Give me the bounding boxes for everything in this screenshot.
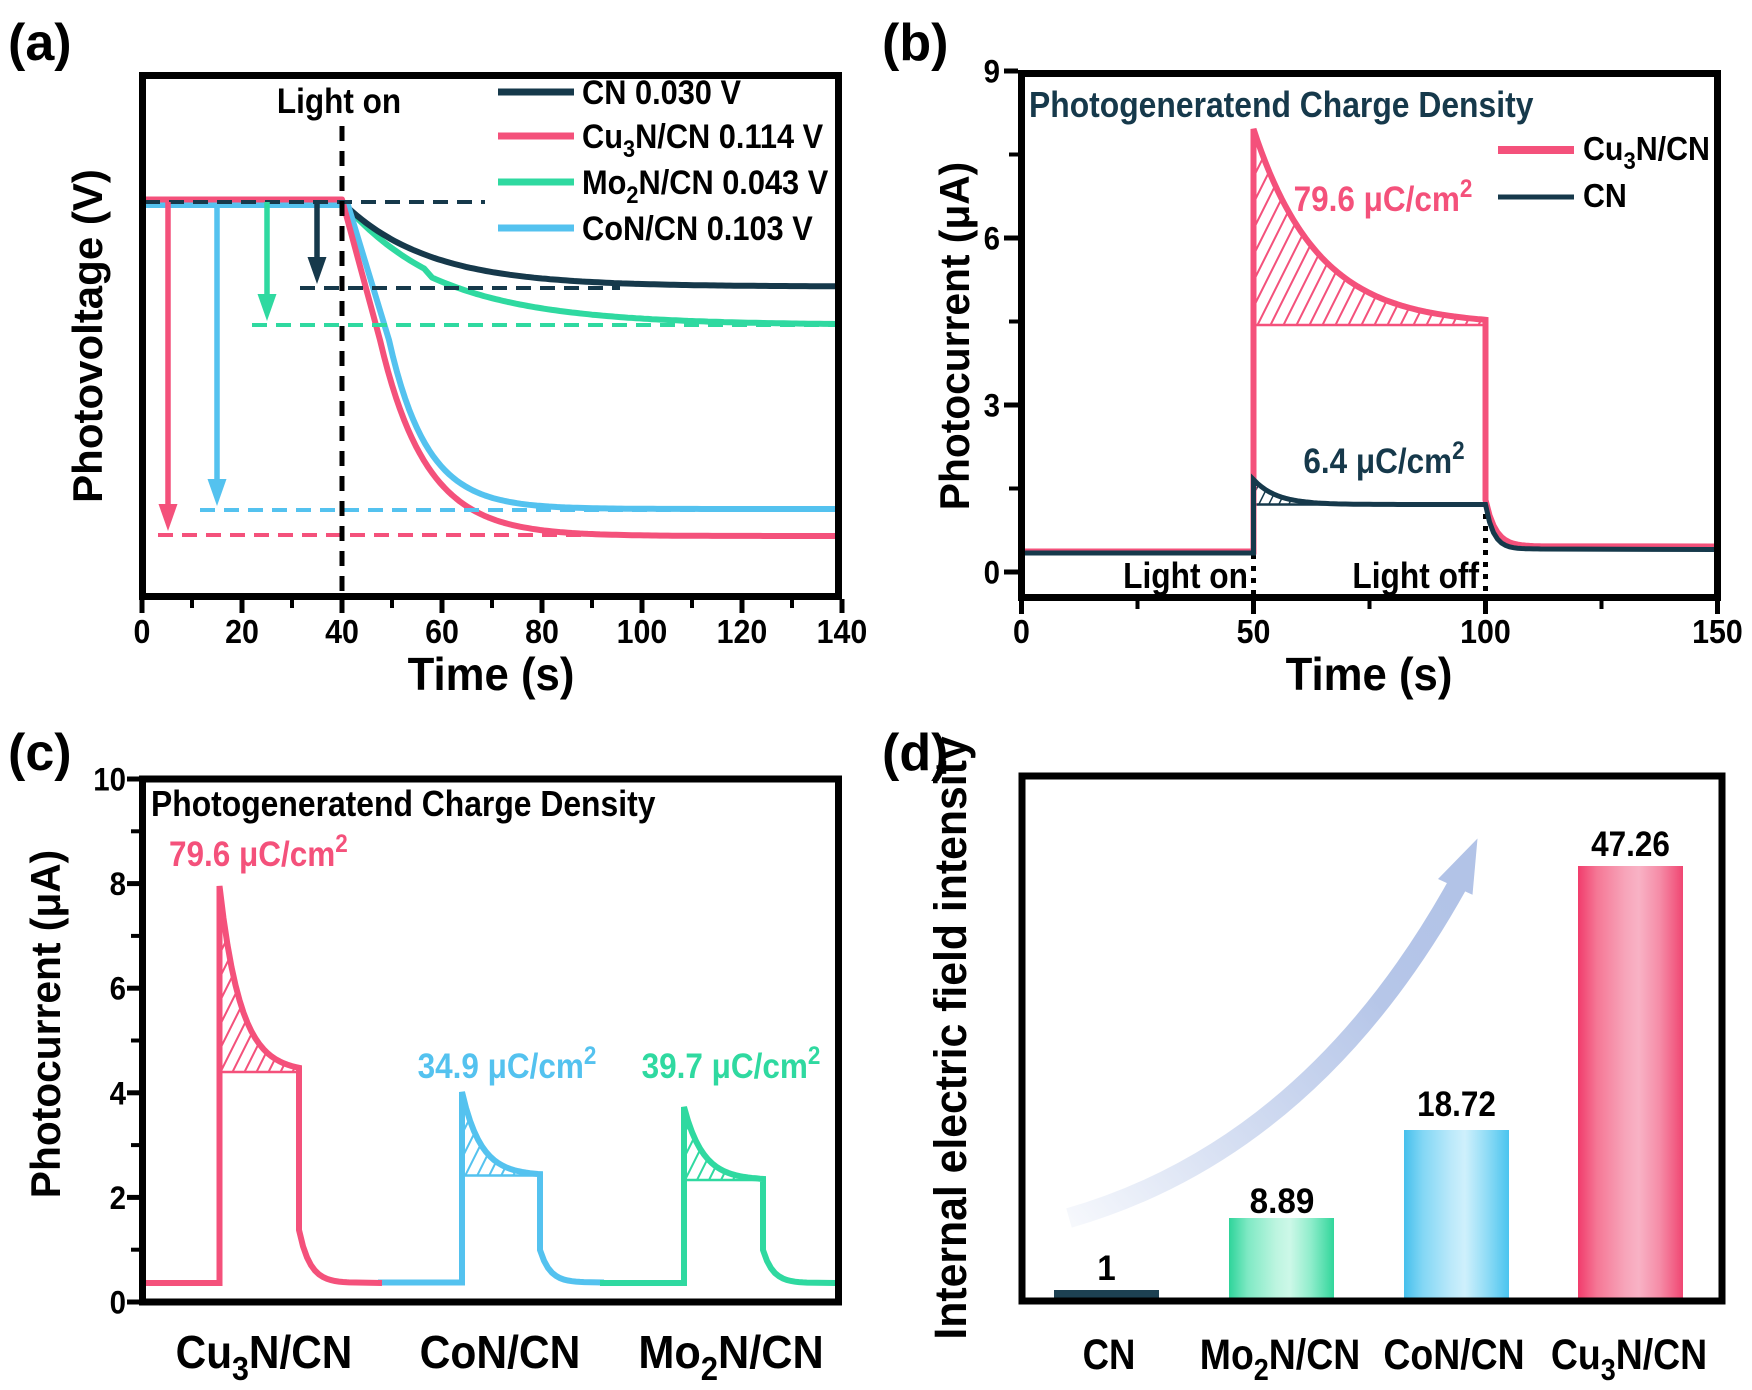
svg-text:10: 10	[93, 761, 126, 797]
svg-text:Mo2N/CN: Mo2N/CN	[638, 1328, 823, 1385]
svg-text:40: 40	[325, 613, 359, 650]
svg-text:79.6 μC/cm2: 79.6 μC/cm2	[1294, 175, 1473, 219]
svg-text:Light on: Light on	[1123, 556, 1248, 596]
svg-text:18.72: 18.72	[1417, 1086, 1496, 1125]
svg-text:0: 0	[1013, 613, 1030, 650]
svg-text:Cu3N/CN 0.114 V: Cu3N/CN 0.114 V	[582, 118, 823, 163]
svg-text:8.89: 8.89	[1250, 1182, 1315, 1221]
svg-text:Photogeneratend Charge Density: Photogeneratend Charge Density	[1029, 85, 1533, 125]
svg-text:80: 80	[525, 613, 559, 650]
svg-text:Mo2N/CN 0.043 V: Mo2N/CN 0.043 V	[582, 164, 829, 209]
svg-text:Light off: Light off	[1352, 556, 1479, 596]
svg-text:34.9 μC/cm2: 34.9 μC/cm2	[418, 1042, 597, 1086]
svg-text:Photogeneratend Charge Density: Photogeneratend Charge Density	[151, 784, 655, 824]
svg-text:1: 1	[1097, 1249, 1116, 1288]
svg-text:CoN/CN: CoN/CN	[1383, 1331, 1524, 1379]
svg-text:100: 100	[1460, 613, 1511, 650]
svg-text:CoN/CN: CoN/CN	[420, 1328, 581, 1379]
svg-text:CoN/CN 0.103 V: CoN/CN 0.103 V	[582, 210, 813, 248]
svg-text:Mo2N/CN: Mo2N/CN	[1200, 1331, 1360, 1385]
svg-text:9: 9	[984, 53, 1000, 89]
svg-text:3: 3	[984, 387, 1000, 423]
svg-text:140: 140	[817, 613, 868, 650]
svg-text:120: 120	[717, 613, 768, 650]
svg-text:100: 100	[617, 613, 668, 650]
svg-text:Photovoltage (V): Photovoltage (V)	[64, 169, 111, 503]
svg-text:0: 0	[110, 1284, 126, 1320]
svg-text:60: 60	[425, 613, 459, 650]
svg-text:Internal electric field intens: Internal electric field intensity	[926, 736, 976, 1340]
svg-text:Time (s): Time (s)	[408, 648, 575, 700]
svg-text:CN: CN	[1083, 1331, 1136, 1378]
svg-text:8: 8	[110, 866, 126, 902]
svg-text:79.6 μC/cm2: 79.6 μC/cm2	[169, 830, 348, 874]
svg-text:Cu3N/CN: Cu3N/CN	[176, 1327, 353, 1385]
svg-text:0: 0	[984, 554, 1000, 590]
svg-text:6: 6	[984, 220, 1000, 256]
svg-text:(a): (a)	[8, 14, 72, 72]
svg-text:Time (s): Time (s)	[1286, 648, 1453, 700]
svg-text:Photocurrent (μA): Photocurrent (μA)	[931, 162, 978, 510]
svg-text:4: 4	[110, 1075, 126, 1111]
svg-text:Light on: Light on	[277, 83, 401, 122]
svg-text:39.7 μC/cm2: 39.7 μC/cm2	[642, 1042, 821, 1086]
svg-text:6: 6	[110, 971, 126, 1007]
svg-text:Cu3N/CN: Cu3N/CN	[1583, 130, 1710, 174]
svg-text:CN 0.030 V: CN 0.030 V	[582, 74, 741, 112]
svg-text:2: 2	[110, 1180, 126, 1216]
svg-text:47.26: 47.26	[1591, 826, 1670, 865]
svg-text:150: 150	[1692, 613, 1743, 650]
svg-text:(c): (c)	[8, 724, 72, 782]
svg-text:CN: CN	[1583, 177, 1627, 214]
svg-text:20: 20	[225, 613, 259, 650]
svg-text:50: 50	[1237, 613, 1271, 650]
svg-text:6.4 μC/cm2: 6.4 μC/cm2	[1303, 437, 1464, 481]
svg-text:Cu3N/CN: Cu3N/CN	[1551, 1331, 1707, 1385]
svg-text:(b): (b)	[882, 14, 948, 72]
svg-text:(d): (d)	[882, 724, 948, 782]
svg-text:0: 0	[134, 613, 151, 650]
svg-text:Photocurrent (μA): Photocurrent (μA)	[22, 850, 69, 1198]
